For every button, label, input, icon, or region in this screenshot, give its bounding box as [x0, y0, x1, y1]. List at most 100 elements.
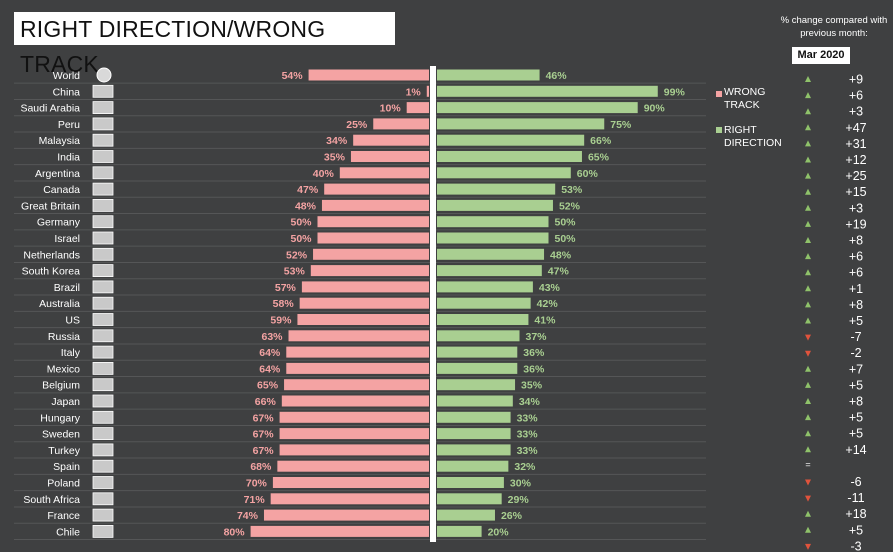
value-label-wrong-track-france: 74% [237, 510, 259, 522]
up-arrow-icon-14 [805, 301, 811, 308]
change-value-0: +9 [849, 73, 863, 87]
flag-icon-hungary [92, 410, 114, 424]
up-arrow-icon-2 [805, 108, 811, 115]
bar-wrong-track-south-africa [270, 493, 429, 505]
up-arrow-icon-11 [805, 253, 811, 260]
bar-wrong-track-canada [324, 183, 429, 195]
change-value-16: -7 [850, 330, 861, 344]
country-label-spain: Spain [53, 461, 80, 473]
value-label-wrong-track-canada: 47% [297, 184, 319, 196]
flag-icon-netherlands [92, 247, 114, 261]
bar-right-direction-mexico [437, 362, 518, 374]
country-label-world: World [53, 70, 80, 82]
flag-icon-belgium [92, 378, 114, 392]
bar-wrong-track-germany [317, 216, 429, 228]
flag-icon-turkey [92, 443, 114, 457]
legend-swatch-right-direction [716, 127, 722, 133]
up-arrow-icon-15 [805, 317, 811, 324]
value-label-wrong-track-world: 54% [282, 70, 304, 82]
bar-wrong-track-belgium [284, 379, 429, 391]
bar-right-direction-japan [437, 395, 513, 407]
flag-icon-germany [92, 215, 114, 229]
flag-icon-japan [92, 394, 114, 408]
value-label-right-direction-india: 65% [588, 152, 610, 164]
flag-icon-canada [92, 182, 114, 196]
value-label-right-direction-germany: 50% [555, 217, 577, 229]
country-label-us: US [65, 315, 80, 327]
bar-wrong-track-hungary [279, 411, 429, 423]
flag-icon-chile [92, 525, 114, 538]
value-label-right-direction-australia: 42% [537, 298, 559, 310]
bar-right-direction-italy [437, 346, 518, 358]
value-label-right-direction-world: 46% [546, 70, 568, 82]
value-label-wrong-track-netherlands: 52% [286, 249, 308, 261]
value-label-wrong-track-india: 35% [324, 152, 346, 164]
up-arrow-icon-23 [805, 446, 811, 453]
change-value-15: +5 [849, 314, 863, 328]
flag-icon-sweden [92, 427, 114, 441]
bar-wrong-track-russia [288, 330, 429, 342]
bar-right-direction-turkey [437, 444, 511, 456]
change-value-14: +8 [849, 298, 863, 312]
country-label-peru: Peru [58, 119, 80, 131]
flag-icon-great-britain [92, 198, 114, 212]
globe-icon [96, 67, 112, 83]
country-label-hungary: Hungary [40, 412, 80, 424]
value-label-wrong-track-south-korea: 53% [284, 266, 306, 278]
bar-wrong-track-israel [317, 232, 429, 244]
value-label-wrong-track-sweden: 67% [253, 429, 275, 441]
legend-label-right-direction: RIGHT DIRECTION [724, 124, 782, 149]
value-label-wrong-track-belgium: 65% [257, 380, 279, 392]
flag-icon-india [92, 150, 114, 163]
month-label: Mar 2020 [792, 47, 850, 64]
up-arrow-icon-3 [805, 124, 811, 131]
value-label-wrong-track-saudi-arabia: 10% [380, 103, 402, 115]
bar-wrong-track-mexico [286, 362, 429, 374]
country-label-argentina: Argentina [35, 168, 80, 180]
country-label-canada: Canada [43, 184, 80, 196]
value-label-right-direction-china: 99% [664, 86, 686, 98]
up-arrow-icon-4 [805, 140, 811, 147]
down-arrow-icon-25 [805, 479, 811, 486]
down-arrow-icon-17 [805, 350, 811, 357]
bar-right-direction-south-africa [437, 493, 502, 505]
bar-right-direction-saudi-arabia [437, 102, 638, 114]
flag-icon-australia [92, 296, 114, 310]
value-label-wrong-track-chile: 80% [224, 526, 246, 538]
change-value-11: +6 [849, 250, 863, 264]
value-label-right-direction-argentina: 60% [577, 168, 599, 180]
bar-right-direction-france [437, 509, 495, 521]
bar-right-direction-belgium [437, 379, 516, 391]
value-label-wrong-track-japan: 66% [255, 396, 277, 408]
change-value-9: +19 [845, 217, 866, 231]
change-value-4: +31 [845, 137, 866, 151]
up-arrow-icon-5 [805, 156, 811, 163]
flag-icon-russia [92, 329, 114, 343]
bar-right-direction-world [437, 69, 540, 81]
change-value-22: +5 [849, 427, 863, 441]
flag-icon-south-africa [92, 492, 114, 506]
bar-right-direction-poland [437, 477, 504, 488]
bar-wrong-track-south-korea [310, 265, 429, 277]
value-label-wrong-track-israel: 50% [290, 233, 312, 245]
bar-wrong-track-france [263, 509, 429, 521]
bar-wrong-track-saudi-arabia [406, 102, 429, 114]
up-arrow-icon-9 [805, 220, 811, 227]
value-label-right-direction-poland: 30% [510, 478, 532, 490]
country-label-france: France [47, 510, 80, 522]
bar-right-direction-chile [437, 525, 482, 537]
value-label-wrong-track-russia: 63% [261, 331, 283, 343]
change-value-2: +3 [849, 105, 863, 119]
bar-right-direction-germany [437, 216, 549, 228]
country-label-germany: Germany [37, 217, 81, 229]
bar-wrong-track-brazil [301, 281, 429, 293]
change-value-20: +8 [849, 395, 863, 409]
bar-wrong-track-netherlands [313, 248, 429, 260]
bar-wrong-track-malaysia [353, 134, 429, 146]
up-arrow-icon-7 [805, 188, 811, 195]
value-label-wrong-track-great-britain: 48% [295, 200, 317, 212]
country-label-poland: Poland [47, 478, 80, 490]
bar-right-direction-china [437, 85, 658, 97]
value-label-wrong-track-hungary: 67% [253, 412, 275, 424]
